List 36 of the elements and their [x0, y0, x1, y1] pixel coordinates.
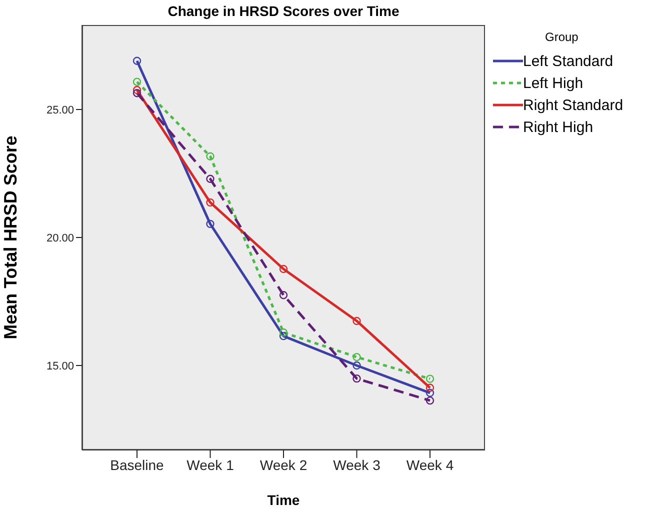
x-tick-label: Week 3	[333, 456, 381, 473]
point	[206, 198, 214, 207]
x-tick-label: Baseline	[110, 456, 164, 473]
point	[426, 384, 434, 392]
point	[206, 174, 214, 183]
legend-label: Left High	[523, 74, 584, 92]
legend-label: Left Standard	[523, 52, 614, 70]
point	[132, 56, 142, 65]
point	[279, 264, 288, 274]
y-axis-title: Mean Total HRSD Score	[0, 136, 20, 340]
point	[426, 374, 434, 383]
point	[132, 78, 142, 86]
y-tick-label: 25.00	[46, 104, 74, 116]
y-tick-label: 15.00	[46, 360, 74, 372]
point	[352, 361, 361, 370]
point	[279, 332, 288, 340]
legend-label: Right Standard	[523, 96, 624, 114]
x-tick-label: Week 2	[260, 456, 308, 473]
point	[132, 89, 142, 98]
y-tick-label: 20.00	[46, 232, 74, 244]
point	[206, 152, 214, 160]
x-tick-label: Week 4	[406, 456, 454, 473]
point	[279, 328, 288, 337]
point	[279, 291, 288, 300]
legend-label: Right High	[523, 118, 594, 136]
point	[426, 396, 434, 405]
point	[352, 374, 361, 383]
point	[352, 316, 361, 326]
x-tick-label: Week 1	[186, 456, 234, 473]
legend-title: Group	[545, 30, 580, 44]
point	[426, 388, 434, 398]
point	[132, 86, 142, 94]
point	[206, 220, 214, 228]
x-axis-title: Time	[267, 492, 300, 508]
chart-title: Change in HRSD Scores over Time	[166, 3, 400, 19]
point	[352, 352, 361, 362]
